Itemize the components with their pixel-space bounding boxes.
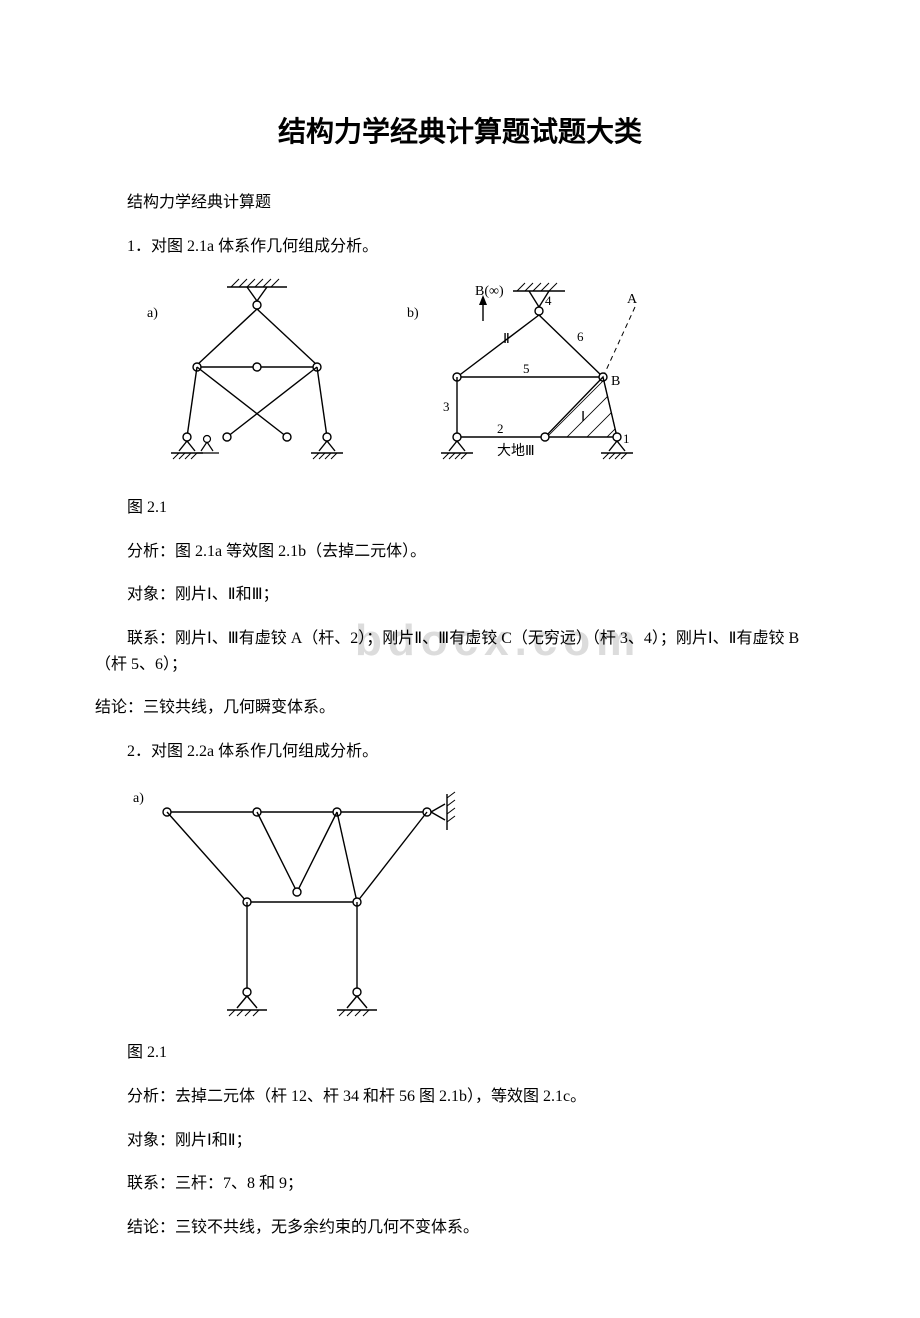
label-A: A: [627, 292, 638, 307]
label-1: 1: [623, 431, 630, 446]
q1-object: 对象：刚片Ⅰ、Ⅱ和Ⅲ；: [95, 582, 825, 608]
diagram-b: b) B(∞) 4 A Ⅱ 6: [407, 283, 647, 477]
q2-number: 2．: [127, 743, 151, 760]
label-3: 3: [443, 399, 450, 414]
fig-2-1-label: 图 2.1: [95, 495, 825, 521]
figure-2-1: a): [127, 277, 825, 477]
subtitle: 结构力学经典计算题: [95, 190, 825, 216]
label-earth: 大地Ⅲ: [497, 443, 535, 459]
label-a2: a): [133, 791, 144, 806]
q2-object: 对象：刚片Ⅰ和Ⅱ；: [95, 1128, 825, 1154]
label-II: Ⅱ: [503, 332, 510, 347]
q1-number: 1．: [127, 238, 151, 255]
label-2: 2: [497, 421, 504, 436]
label-b-inf: B(∞): [475, 284, 504, 299]
q1-conclusion: 结论：三铰共线，几何瞬变体系。: [95, 695, 825, 721]
label-4: 4: [545, 293, 552, 308]
fig-2-2-label: 图 2.1: [95, 1040, 825, 1066]
q1-prompt: 1．对图 2.1a 体系作几何组成分析。: [95, 234, 825, 260]
label-b: b): [407, 306, 419, 321]
q2-relation: 联系：三杆：7、8 和 9；: [95, 1171, 825, 1197]
figure-2-2-svg: a): [127, 782, 487, 1022]
label-I: Ⅰ: [581, 410, 585, 425]
label-5: 5: [523, 361, 530, 376]
q1-analysis: 分析：图 2.1a 等效图 2.1b（去掉二元体）。: [95, 539, 825, 565]
label-a: a): [147, 306, 158, 321]
q1-relation: 联系：刚片Ⅰ、Ⅲ有虚铰 A（杆、2）；刚片Ⅱ、Ⅲ有虚铰 C（无穷远）（杆 3、4…: [95, 626, 825, 677]
q2-text: 对图 2.2a 体系作几何组成分析。: [151, 743, 378, 760]
figure-2-1-svg: a): [127, 277, 647, 477]
q2-analysis: 分析：去掉二元体（杆 12、杆 34 和杆 56 图 2.1b），等效图 2.1…: [95, 1084, 825, 1110]
page-title: 结构力学经典计算题试题大类: [95, 110, 825, 150]
label-6: 6: [577, 329, 584, 344]
q1-text: 对图 2.1a 体系作几何组成分析。: [151, 238, 378, 255]
figure-2-2: a): [127, 782, 825, 1022]
diagram-a: a): [147, 279, 343, 459]
q2-conclusion: 结论：三铰不共线，无多余约束的几何不变体系。: [95, 1215, 825, 1241]
q2-prompt: 2．对图 2.2a 体系作几何组成分析。: [95, 739, 825, 765]
label-B: B: [611, 374, 620, 389]
